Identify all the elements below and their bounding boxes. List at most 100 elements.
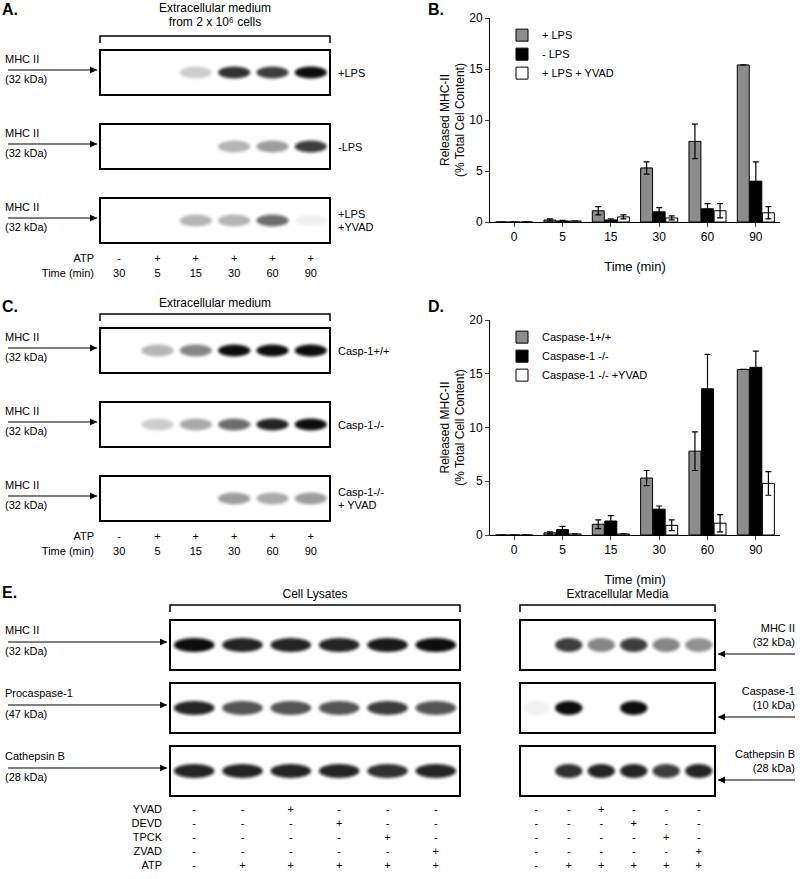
- svg-text:MHC II: MHC II: [5, 201, 39, 213]
- svg-text:5: 5: [476, 474, 483, 488]
- svg-text:+: +: [231, 530, 237, 542]
- svg-text:MHC II: MHC II: [5, 405, 39, 417]
- svg-text:90: 90: [749, 230, 763, 244]
- svg-text:Casp-1-/-+ YVAD: Casp-1-/-+ YVAD: [338, 486, 384, 511]
- svg-text:(32 kDa): (32 kDa): [5, 221, 47, 233]
- svg-text:-: -: [386, 845, 390, 857]
- svg-text:ATP: ATP: [73, 530, 94, 542]
- svg-text:90: 90: [305, 545, 317, 557]
- svg-text:+LPS: +LPS: [338, 67, 365, 79]
- svg-text:-: -: [599, 845, 603, 857]
- svg-text:-: -: [192, 817, 196, 829]
- svg-text:MHC II: MHC II: [5, 53, 39, 65]
- svg-text:+: +: [433, 845, 439, 857]
- svg-text:-: -: [534, 859, 538, 871]
- svg-text:-: -: [534, 831, 538, 843]
- svg-text:15: 15: [469, 62, 483, 76]
- svg-text:(32 kDa): (32 kDa): [753, 636, 795, 648]
- svg-text:-: -: [434, 803, 438, 815]
- svg-text:+: +: [193, 252, 199, 264]
- svg-text:ATP: ATP: [141, 859, 162, 871]
- svg-text:-: -: [386, 817, 390, 829]
- svg-text:Cathepsin B: Cathepsin B: [5, 750, 65, 762]
- svg-text:15: 15: [190, 545, 202, 557]
- svg-text:ATP: ATP: [73, 252, 94, 264]
- svg-text:-: -: [117, 252, 121, 264]
- svg-text:0: 0: [476, 215, 483, 229]
- svg-text:Extracellular medium: Extracellular medium: [159, 296, 271, 310]
- svg-text:-: -: [534, 803, 538, 815]
- svg-text:+: +: [193, 530, 199, 542]
- svg-text:-: -: [434, 831, 438, 843]
- svg-text:(32 kDa): (32 kDa): [5, 147, 47, 159]
- svg-text:-: -: [567, 817, 571, 829]
- svg-text:Time (min): Time (min): [604, 259, 666, 274]
- svg-text:A.: A.: [2, 1, 18, 18]
- svg-text:+: +: [239, 859, 245, 871]
- svg-text:-: -: [241, 845, 245, 857]
- svg-text:+: +: [288, 859, 294, 871]
- svg-text:MHC II: MHC II: [5, 479, 39, 491]
- svg-text:+: +: [598, 859, 604, 871]
- svg-text:-: -: [567, 803, 571, 815]
- svg-text:+: +: [154, 252, 160, 264]
- svg-text:-: -: [386, 803, 390, 815]
- svg-text:60: 60: [701, 230, 715, 244]
- svg-text:-: -: [434, 817, 438, 829]
- svg-text:+: +: [663, 831, 669, 843]
- svg-text:(32 kDa): (32 kDa): [5, 425, 47, 437]
- svg-text:+: +: [336, 859, 342, 871]
- svg-text:MHC II: MHC II: [761, 622, 795, 634]
- svg-text:(32 kDa): (32 kDa): [5, 645, 47, 657]
- svg-text:+: +: [663, 859, 669, 871]
- svg-text:Released MHC-II(% Total Cell C: Released MHC-II(% Total Cell Content): [438, 369, 468, 486]
- svg-text:-: -: [534, 845, 538, 857]
- svg-text:DEVD: DEVD: [131, 817, 162, 829]
- svg-text:-: -: [632, 831, 636, 843]
- svg-text:30: 30: [228, 545, 240, 557]
- svg-text:30: 30: [228, 267, 240, 279]
- svg-text:E.: E.: [2, 584, 17, 601]
- svg-text:-: -: [192, 845, 196, 857]
- svg-text:-: -: [664, 803, 668, 815]
- svg-text:-: -: [534, 817, 538, 829]
- svg-text:Caspase-1 -/- +YVAD: Caspase-1 -/- +YVAD: [542, 369, 647, 381]
- svg-text:-: -: [337, 831, 341, 843]
- svg-text:-: -: [192, 859, 196, 871]
- svg-text:-: -: [567, 845, 571, 857]
- svg-text:(32 kDa): (32 kDa): [5, 73, 47, 85]
- svg-text:-: -: [697, 803, 701, 815]
- svg-text:-: -: [697, 817, 701, 829]
- svg-text:+: +: [336, 817, 342, 829]
- svg-text:+ LPS: + LPS: [542, 29, 572, 41]
- svg-text:-: -: [697, 831, 701, 843]
- svg-text:Caspase-1 -/-: Caspase-1 -/-: [542, 350, 609, 362]
- svg-text:-: -: [337, 803, 341, 815]
- svg-text:+: +: [696, 859, 702, 871]
- svg-text:-: -: [632, 803, 636, 815]
- svg-text:Time (min): Time (min): [42, 545, 94, 557]
- svg-text:Procaspase-1: Procaspase-1: [5, 687, 73, 699]
- svg-text:MHC II: MHC II: [5, 624, 39, 636]
- svg-text:+: +: [288, 803, 294, 815]
- svg-text:60: 60: [701, 543, 715, 557]
- svg-text:+: +: [696, 845, 702, 857]
- svg-text:-: -: [289, 845, 293, 857]
- svg-text:-: -: [117, 530, 121, 542]
- svg-text:-: -: [289, 831, 293, 843]
- svg-text:-: -: [599, 817, 603, 829]
- svg-text:5: 5: [559, 230, 566, 244]
- svg-text:5: 5: [154, 267, 160, 279]
- svg-text:15: 15: [469, 367, 483, 381]
- svg-text:+LPS+YVAD: +LPS+YVAD: [338, 208, 374, 233]
- svg-text:(28 kDa): (28 kDa): [753, 762, 795, 774]
- svg-text:Released MHC-II(% Total Cel Co: Released MHC-II(% Total Cel Content): [438, 63, 468, 177]
- svg-text:+: +: [269, 252, 275, 264]
- svg-text:ZVAD: ZVAD: [133, 845, 162, 857]
- svg-text:-: -: [241, 803, 245, 815]
- svg-text:+: +: [231, 252, 237, 264]
- svg-text:+ LPS + YVAD: + LPS + YVAD: [542, 67, 614, 79]
- svg-text:+: +: [631, 859, 637, 871]
- svg-text:15: 15: [190, 267, 202, 279]
- svg-text:0: 0: [476, 528, 483, 542]
